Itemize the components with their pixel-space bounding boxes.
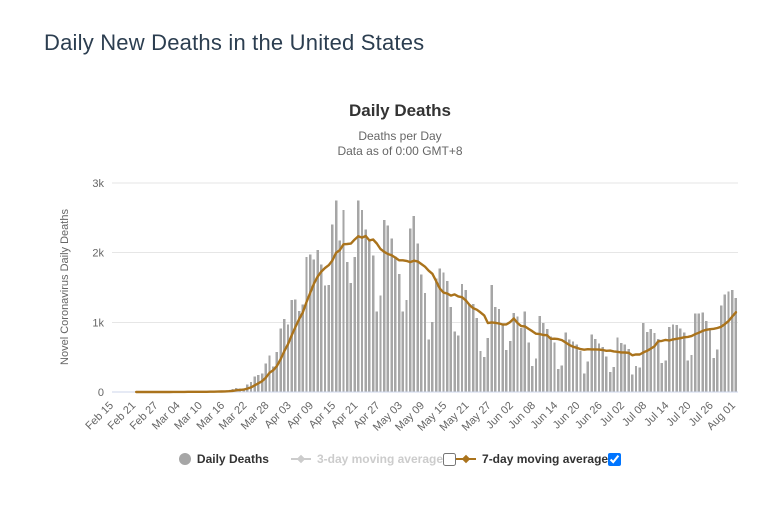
svg-text:Jul 08: Jul 08: [620, 400, 649, 429]
svg-text:2k: 2k: [92, 248, 104, 260]
3day-moving-average-marker-icon: [290, 453, 311, 465]
legend-label-daily-deaths: Daily Deaths: [196, 452, 269, 466]
svg-text:3k: 3k: [92, 178, 104, 190]
svg-text:0: 0: [98, 387, 104, 399]
chart-subtitle: Deaths per Day Data as of 0:00 GMT+8: [20, 129, 777, 159]
y-axis-title: Novel Coronavirus Daily Deaths: [59, 209, 71, 365]
svg-text:Jul 02: Jul 02: [598, 400, 627, 429]
page-title: Daily New Deaths in the United States: [44, 30, 425, 55]
7day-moving-average-line: [134, 234, 738, 394]
chart-title: Daily Deaths: [348, 101, 452, 120]
y-axis-labels: 0 1k 2k 3k: [92, 178, 104, 399]
chart-subtitle-line1: Deaths per Day: [358, 129, 442, 143]
7day-moving-average-checkbox[interactable]: [608, 452, 622, 466]
chart-header: Daily Deaths Deaths per Day Data as of 0…: [20, 101, 777, 159]
legend-item-3day-moving-average[interactable]: 3-day moving average: [290, 452, 444, 466]
svg-text:1k: 1k: [92, 317, 104, 329]
svg-text:Jul 14: Jul 14: [642, 400, 671, 429]
chart-legend: Daily Deaths 3-day moving average 7-day …: [20, 448, 777, 470]
legend-label-7day-moving-average: 7-day moving average: [482, 452, 609, 466]
daily-deaths-plot-area[interactable]: 0 1k 2k 3k Novel Coronavirus Daily Deaths Feb…: [0, 170, 777, 448]
legend-item-7day-moving-average[interactable]: 7-day moving average: [456, 452, 608, 466]
chart-subtitle-line2: Data as of 0:00 GMT+8: [337, 144, 463, 158]
3day-moving-average-checkbox[interactable]: [443, 452, 457, 466]
daily-deaths-marker-icon: [178, 453, 191, 465]
legend-label-3day-moving-average: 3-day moving average: [316, 452, 444, 466]
7day-moving-average-marker-icon: [456, 453, 477, 465]
svg-text:Jul 20: Jul 20: [664, 400, 693, 429]
legend-item-daily-deaths[interactable]: Daily Deaths: [178, 452, 269, 466]
